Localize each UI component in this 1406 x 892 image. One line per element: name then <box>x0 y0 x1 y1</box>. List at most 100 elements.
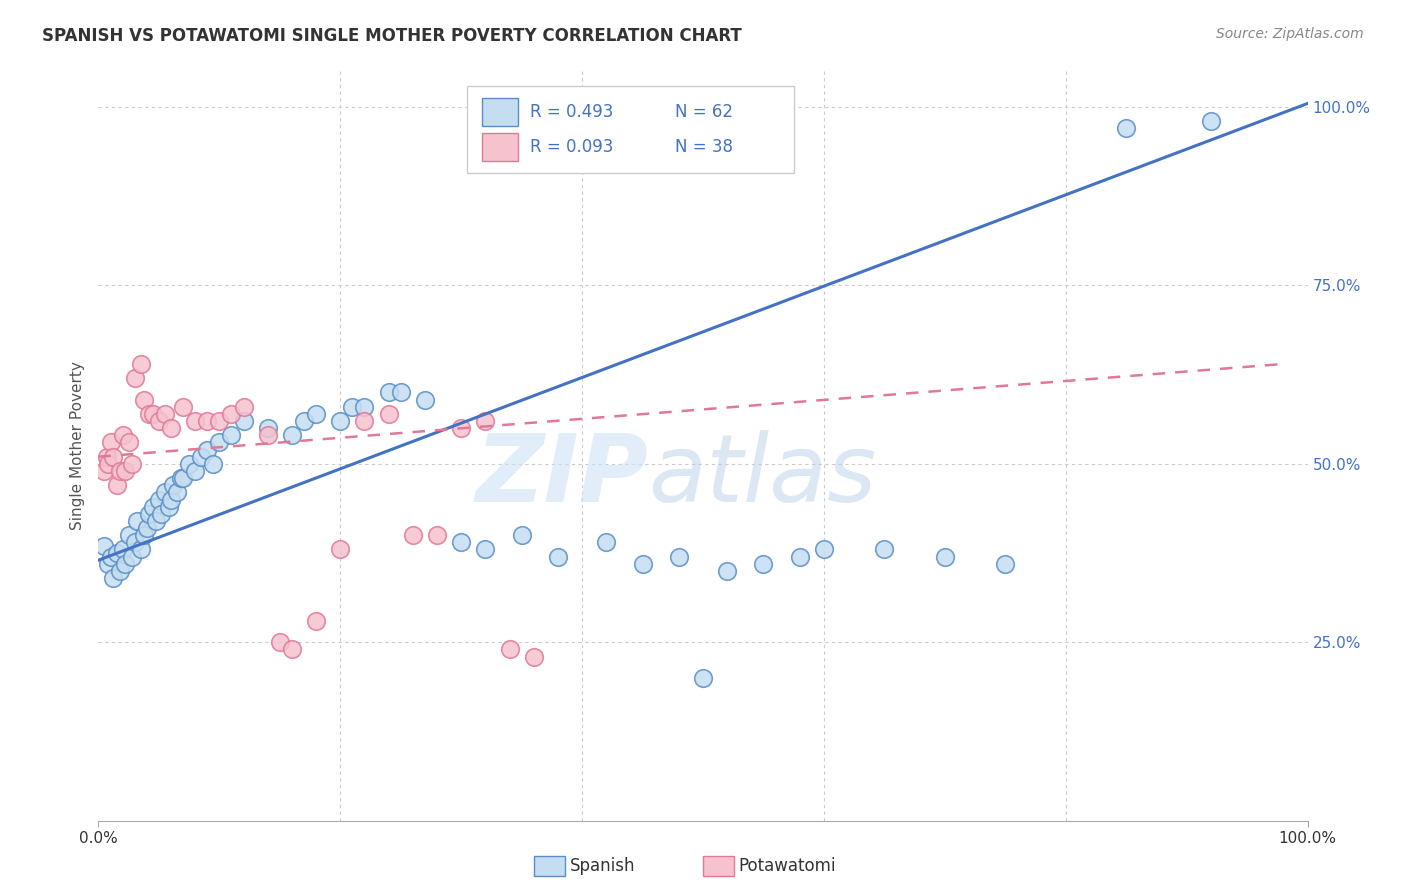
Point <box>114 557 136 571</box>
Text: Spanish: Spanish <box>569 857 636 875</box>
Point <box>232 414 254 428</box>
Point <box>292 414 315 428</box>
Point <box>148 492 170 507</box>
Point <box>111 428 134 442</box>
Point <box>160 421 183 435</box>
Point <box>195 442 218 457</box>
Point <box>118 435 141 450</box>
Point <box>208 435 231 450</box>
Point <box>108 564 131 578</box>
Point <box>498 642 520 657</box>
Point <box>413 392 436 407</box>
Point <box>172 400 194 414</box>
Point <box>221 428 243 442</box>
Point <box>202 457 225 471</box>
Point <box>195 414 218 428</box>
Point <box>142 407 165 421</box>
Text: N = 62: N = 62 <box>675 103 733 120</box>
Point <box>160 492 183 507</box>
Point <box>105 478 128 492</box>
Point <box>377 407 399 421</box>
Point <box>1199 114 1222 128</box>
Point <box>450 421 472 435</box>
Point <box>329 542 352 557</box>
Point <box>121 457 143 471</box>
Point <box>305 614 328 628</box>
Point <box>111 542 134 557</box>
Point <box>232 400 254 414</box>
Text: R = 0.093: R = 0.093 <box>530 138 613 156</box>
Point <box>135 521 157 535</box>
Point <box>523 649 546 664</box>
Point <box>353 414 375 428</box>
Point <box>127 514 149 528</box>
Point <box>134 392 156 407</box>
Point <box>450 535 472 549</box>
Text: Source: ZipAtlas.com: Source: ZipAtlas.com <box>1216 27 1364 41</box>
Point <box>510 528 533 542</box>
Point <box>108 464 131 478</box>
Point <box>256 428 278 442</box>
Point <box>353 400 375 414</box>
Point <box>752 557 775 571</box>
Point <box>142 500 165 514</box>
Point <box>547 549 569 564</box>
Point <box>281 642 304 657</box>
Point <box>377 385 399 400</box>
Point <box>148 414 170 428</box>
Point <box>138 407 160 421</box>
Point <box>100 549 122 564</box>
Point <box>179 457 201 471</box>
Point <box>305 407 328 421</box>
Point <box>692 671 714 685</box>
Point <box>153 485 176 500</box>
Point <box>668 549 690 564</box>
Point <box>269 635 291 649</box>
Point <box>105 546 128 560</box>
Point <box>208 414 231 428</box>
Point <box>157 500 180 514</box>
Point <box>93 464 115 478</box>
FancyBboxPatch shape <box>467 87 793 172</box>
Point <box>184 464 207 478</box>
Point <box>118 528 141 542</box>
Point <box>101 571 124 585</box>
Point <box>145 514 167 528</box>
Point <box>114 464 136 478</box>
Point <box>169 471 191 485</box>
Point <box>96 450 118 464</box>
Point <box>221 407 243 421</box>
Point <box>426 528 449 542</box>
Point <box>93 539 115 553</box>
Point <box>134 528 156 542</box>
Point <box>329 414 352 428</box>
Point <box>153 407 176 421</box>
Point <box>281 428 304 442</box>
Point <box>138 507 160 521</box>
Point <box>124 535 146 549</box>
Text: SPANISH VS POTAWATOMI SINGLE MOTHER POVERTY CORRELATION CHART: SPANISH VS POTAWATOMI SINGLE MOTHER POVE… <box>42 27 742 45</box>
Point <box>162 478 184 492</box>
Point <box>389 385 412 400</box>
Point <box>100 435 122 450</box>
Point <box>631 557 654 571</box>
Point <box>129 357 152 371</box>
Text: R = 0.493: R = 0.493 <box>530 103 613 120</box>
Point <box>994 557 1017 571</box>
Text: N = 38: N = 38 <box>675 138 733 156</box>
Point <box>150 507 173 521</box>
Point <box>101 450 124 464</box>
Point <box>716 564 738 578</box>
Point <box>1115 121 1137 136</box>
Point <box>342 400 364 414</box>
Point <box>934 549 956 564</box>
FancyBboxPatch shape <box>482 97 517 126</box>
Point <box>595 535 617 549</box>
Point <box>129 542 152 557</box>
Point <box>166 485 188 500</box>
Point <box>172 471 194 485</box>
Point <box>184 414 207 428</box>
Point <box>474 414 496 428</box>
Point <box>124 371 146 385</box>
Point <box>97 457 120 471</box>
